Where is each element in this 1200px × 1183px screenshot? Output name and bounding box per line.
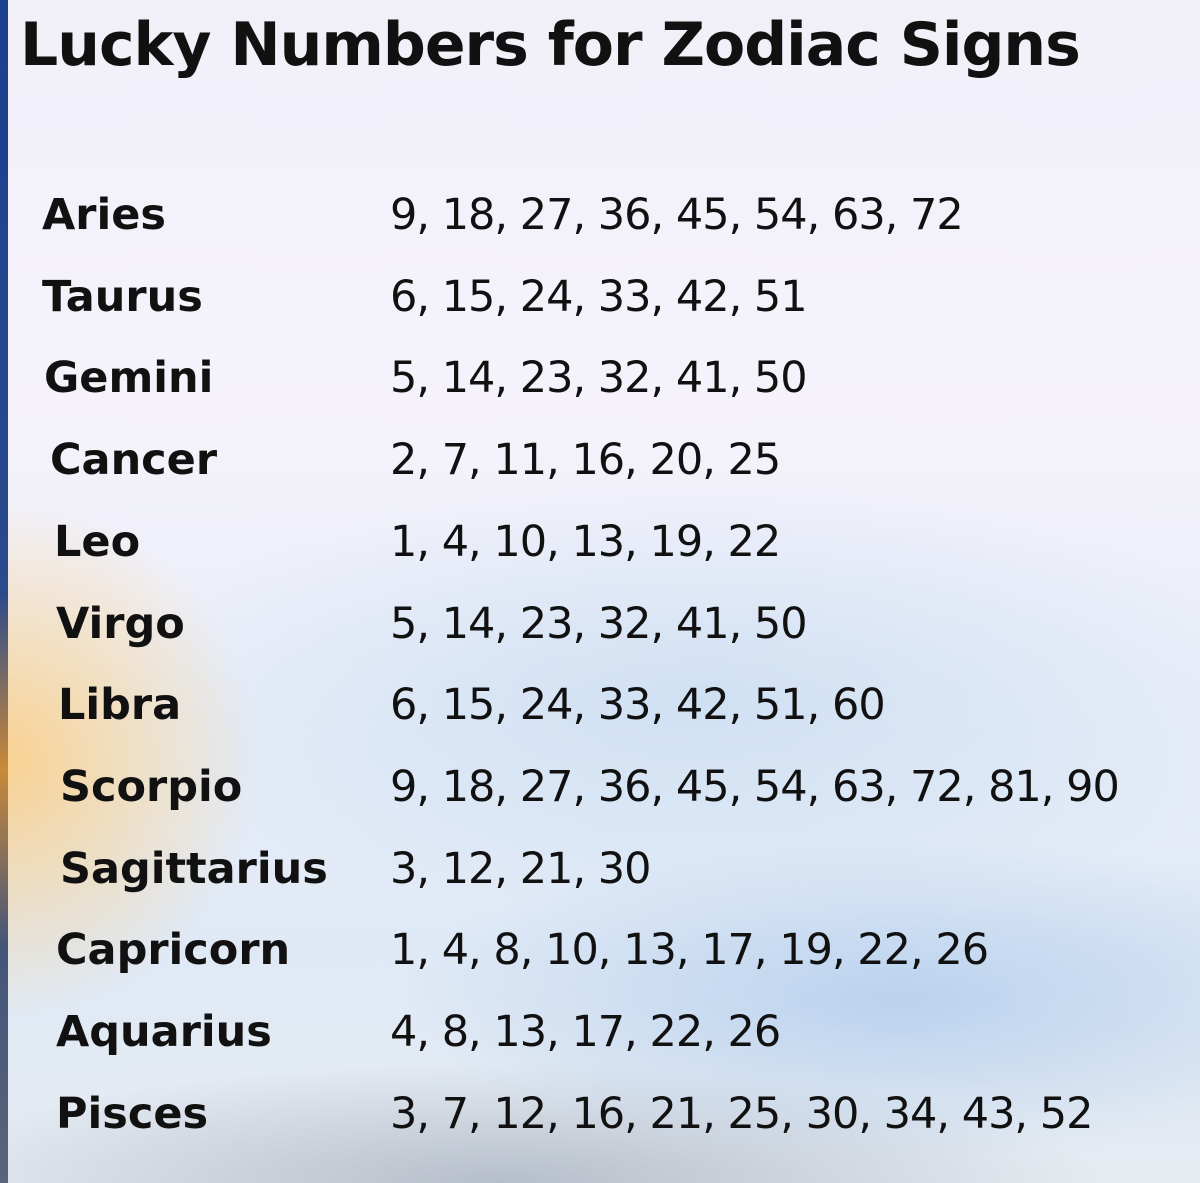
lucky-numbers: 2, 7, 11, 16, 20, 25 — [390, 435, 781, 486]
zodiac-row: Libra 6, 15, 24, 33, 42, 51, 60 — [0, 680, 1200, 750]
sign-name: Pisces — [56, 1088, 209, 1139]
zodiac-row: Gemini 5, 14, 23, 32, 41, 50 — [0, 353, 1200, 423]
sign-name: Capricorn — [56, 925, 291, 976]
left-edge-strip — [0, 0, 8, 1183]
zodiac-row: Leo 1, 4, 10, 13, 19, 22 — [0, 517, 1200, 587]
zodiac-row: Aries 9, 18, 27, 36, 45, 54, 63, 72 — [0, 190, 1200, 260]
lucky-numbers: 3, 12, 21, 30 — [390, 843, 652, 894]
sign-name: Aquarius — [56, 1007, 272, 1057]
lucky-numbers: 1, 4, 8, 10, 13, 17, 19, 22, 26 — [390, 925, 989, 976]
sign-name: Cancer — [50, 435, 218, 486]
sign-name: Taurus — [42, 271, 203, 322]
lucky-numbers: 9, 18, 27, 36, 45, 54, 63, 72, 81, 90 — [390, 761, 1120, 812]
sign-name: Leo — [54, 516, 141, 567]
lucky-numbers: 5, 14, 23, 32, 41, 50 — [390, 598, 808, 649]
sign-name: Aries — [42, 190, 166, 240]
lucky-numbers: 4, 8, 13, 17, 22, 26 — [390, 1007, 781, 1057]
sign-name: Libra — [58, 680, 182, 731]
sign-name: Virgo — [56, 598, 185, 649]
lucky-numbers: 6, 15, 24, 33, 42, 51 — [390, 271, 808, 322]
zodiac-row: Virgo 5, 14, 23, 32, 41, 50 — [0, 599, 1200, 669]
lucky-numbers: 1, 4, 10, 13, 19, 22 — [390, 516, 781, 567]
lucky-numbers: 9, 18, 27, 36, 45, 54, 63, 72 — [390, 190, 964, 240]
zodiac-row: Capricorn 1, 4, 8, 10, 13, 17, 19, 22, 26 — [0, 925, 1200, 995]
zodiac-row: Sagittarius 3, 12, 21, 30 — [0, 844, 1200, 914]
zodiac-row: Aquarius 4, 8, 13, 17, 22, 26 — [0, 1007, 1200, 1077]
zodiac-row: Cancer 2, 7, 11, 16, 20, 25 — [0, 435, 1200, 505]
page-title: Lucky Numbers for Zodiac Signs — [20, 10, 1081, 80]
sign-name: Scorpio — [60, 761, 243, 812]
zodiac-row: Scorpio 9, 18, 27, 36, 45, 54, 63, 72, 81… — [0, 762, 1200, 832]
sign-name: Gemini — [44, 353, 214, 404]
lucky-numbers: 3, 7, 12, 16, 21, 25, 30, 34, 43, 52 — [390, 1088, 1093, 1139]
sign-name: Sagittarius — [60, 843, 328, 894]
lucky-numbers: 6, 15, 24, 33, 42, 51, 60 — [390, 680, 886, 731]
zodiac-row: Pisces 3, 7, 12, 16, 21, 25, 30, 34, 43, … — [0, 1089, 1200, 1159]
zodiac-row: Taurus 6, 15, 24, 33, 42, 51 — [0, 272, 1200, 342]
lucky-numbers: 5, 14, 23, 32, 41, 50 — [390, 353, 808, 404]
